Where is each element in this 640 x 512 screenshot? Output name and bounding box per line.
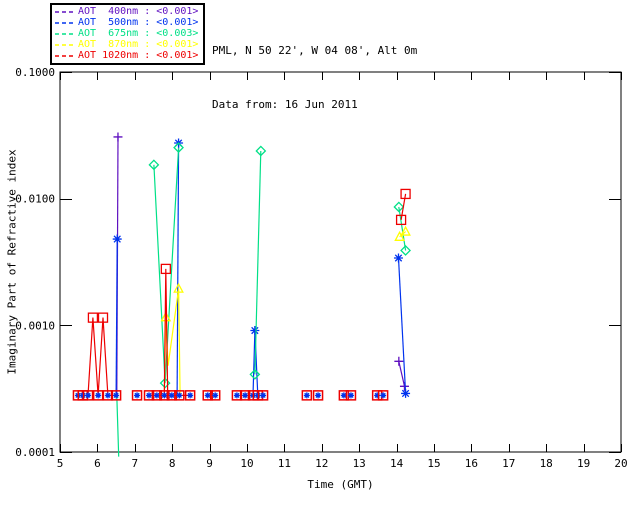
series-aot-400nm (113, 132, 409, 396)
y-tick-label: 0.0001 (15, 446, 55, 459)
x-tick-label: 20 (614, 457, 627, 470)
x-tick-label: 18 (540, 457, 553, 470)
x-tick-label: 13 (353, 457, 366, 470)
legend-box: AOT 400nm : <0.001> AOT 500nm : <0.001> AO… (50, 3, 205, 65)
x-tick-label: 6 (94, 457, 101, 470)
y-tick-label: 0.1000 (15, 66, 55, 79)
x-tick-label: 15 (427, 457, 440, 470)
legend-item: AOT 400nm : <0.001> (55, 6, 200, 17)
x-axis-label: Time (GMT) (307, 478, 374, 491)
x-tick-label: 19 (577, 457, 590, 470)
legend-line-sample-icon (55, 43, 75, 46)
legend-item-label: AOT 500nm : <0.001> (78, 17, 199, 28)
legend-line-sample-icon (55, 21, 75, 24)
legend-item: AOT 500nm : <0.001> (55, 17, 200, 28)
series-aot-870nm (160, 225, 411, 396)
legend-item-label: AOT 675nm : <0.003> (78, 28, 199, 39)
y-tick-label: 0.0010 (15, 319, 55, 332)
series-aot-1020nm (78, 188, 411, 396)
x-tick-label: 5 (57, 457, 64, 470)
x-tick-label: 9 (206, 457, 213, 470)
station-info: PML, N 50 22', W 04 08', Alt 0m (212, 44, 418, 57)
axes: 5 6 7 8 9 10 11 12 13 14 15 16 17 18 19 20 0.1000 0.0100 0… (15, 66, 627, 470)
plot-header: PML, N 50 22', W 04 08', Alt 0m Data fro… (212, 6, 417, 150)
series-aot-500nm (112, 138, 411, 398)
series-aot-675nm (116, 142, 411, 457)
legend-line-sample-icon (55, 54, 75, 57)
legend-item: AOT 870nm : <0.001> (55, 39, 200, 50)
y-tick-label: 0.0100 (15, 193, 55, 206)
x-tick-label: 12 (315, 457, 328, 470)
baseline-markers (72, 390, 389, 401)
legend-line-sample-icon (55, 32, 75, 35)
x-tick-label: 16 (465, 457, 478, 470)
legend-item: AOT 1020nm : <0.001> (55, 50, 200, 61)
x-tick-label: 10 (240, 457, 253, 470)
legend-line-sample-icon (55, 10, 75, 13)
x-tick-label: 8 (169, 457, 176, 470)
legend-item-label: AOT 1020nm : <0.001> (78, 50, 199, 61)
x-tick-label: 17 (502, 457, 515, 470)
legend-item-label: AOT 400nm : <0.001> (78, 6, 199, 17)
x-tick-label: 14 (390, 457, 404, 470)
x-tick-label: 11 (278, 457, 291, 470)
x-tick-label: 7 (131, 457, 138, 470)
data-date: Data from: 16 Jun 2011 (212, 98, 358, 111)
legend-item-label: AOT 870nm : <0.001> (78, 39, 199, 50)
legend-item: AOT 675nm : <0.003> (55, 28, 200, 39)
